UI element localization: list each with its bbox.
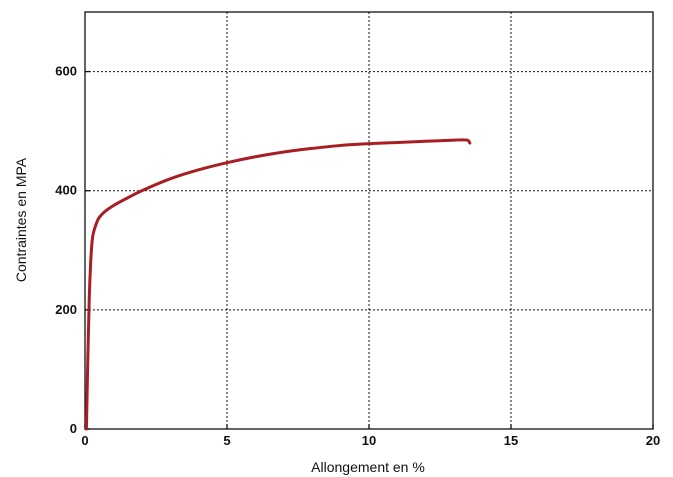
series-line-0 xyxy=(84,138,472,431)
series-layer xyxy=(84,138,472,431)
x-axis-label: Allongement en % xyxy=(311,459,425,475)
x-tick-label: 5 xyxy=(223,433,230,448)
x-tick-label: 10 xyxy=(362,433,376,448)
x-tick-label: 20 xyxy=(646,433,660,448)
y-tick-label: 400 xyxy=(55,183,77,198)
x-tick-label: 15 xyxy=(504,433,518,448)
y-axis-label: Contraintes en MPA xyxy=(13,157,29,282)
y-tick-label: 200 xyxy=(55,302,77,317)
x-tick-label: 0 xyxy=(81,433,88,448)
grid xyxy=(85,12,653,429)
y-tick-label: 0 xyxy=(70,421,77,436)
y-tick-label: 600 xyxy=(55,64,77,79)
